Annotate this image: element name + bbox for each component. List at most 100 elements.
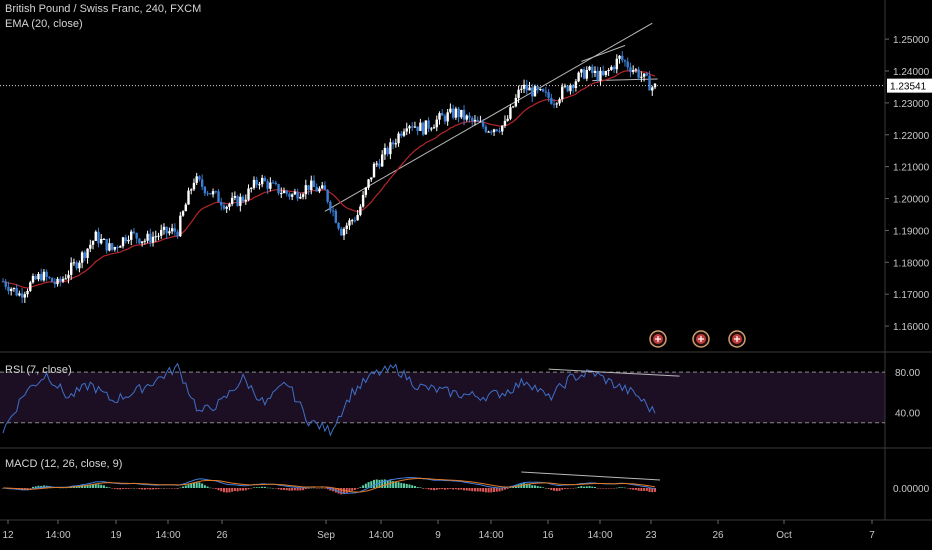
- time-tick-label: 14:00: [45, 530, 70, 541]
- candle-body: [64, 278, 67, 280]
- macd-histogram-bar: [171, 488, 174, 489]
- candle-body: [490, 131, 493, 133]
- candle-body: [307, 185, 310, 191]
- candle-body: [408, 126, 411, 129]
- macd-histogram-bar: [583, 486, 586, 488]
- price-tick-label: 1.20000: [893, 195, 930, 206]
- macd-histogram-bar: [544, 487, 547, 489]
- candle-body: [367, 179, 370, 188]
- candle-body: [105, 238, 108, 251]
- candle-body: [143, 240, 147, 242]
- macd-tick-label: 0.00000: [893, 484, 930, 495]
- macd-histogram-bar: [173, 488, 176, 489]
- macd-histogram-bar: [400, 482, 403, 488]
- candle-body: [34, 276, 37, 280]
- candle-body: [200, 179, 204, 187]
- price-tick-label: 1.23000: [893, 99, 930, 110]
- macd-histogram-bar: [269, 487, 272, 489]
- rsi-legend: RSI (7, close): [5, 364, 72, 376]
- candle-body: [53, 282, 57, 285]
- macd-histogram-bar: [184, 485, 187, 488]
- candle-body: [320, 185, 324, 189]
- macd-histogram-bar: [468, 488, 471, 491]
- macd-histogram-bar: [321, 487, 324, 489]
- macd-histogram-bar: [282, 488, 285, 490]
- candle-body: [209, 193, 212, 195]
- candle-body: [255, 179, 258, 185]
- macd-histogram-bar: [403, 483, 406, 488]
- macd-histogram-bar: [555, 488, 558, 492]
- macd-histogram-bar: [220, 488, 223, 492]
- candle-body: [601, 70, 605, 76]
- macd-histogram-bar: [228, 488, 231, 493]
- macd-histogram-bar: [293, 488, 296, 491]
- candle-body: [203, 186, 207, 194]
- macd-histogram-bar: [637, 488, 640, 491]
- macd-histogram-bar: [201, 483, 204, 488]
- candle-body: [119, 246, 122, 248]
- candle-body: [263, 177, 267, 182]
- candle-body: [441, 113, 444, 116]
- candle-body: [394, 143, 398, 145]
- candle-body: [370, 177, 373, 180]
- candle-body: [31, 276, 35, 283]
- macd-histogram-bar: [506, 488, 509, 489]
- macd-histogram-bar: [157, 488, 160, 490]
- time-tick-label: 14:00: [478, 530, 503, 541]
- macd-layer: 0.00000: [2, 471, 930, 495]
- candle-body: [563, 85, 567, 87]
- macd-histogram-bar: [536, 486, 539, 488]
- macd-histogram-bar: [577, 486, 580, 488]
- macd-histogram-bar: [105, 486, 108, 488]
- macd-histogram-bar: [613, 488, 616, 489]
- macd-histogram-bar: [405, 483, 408, 488]
- macd-histogram-bar: [454, 488, 457, 490]
- price-tick-label: 1.19000: [893, 226, 930, 237]
- macd-histogram-bar: [394, 481, 397, 488]
- macd-histogram-bar: [141, 488, 144, 490]
- candle-body: [651, 87, 654, 91]
- candle-body: [75, 262, 78, 269]
- macd-histogram-bar: [449, 488, 452, 489]
- macd-histogram-bar: [367, 482, 370, 488]
- ema-line: [2, 70, 656, 289]
- candle-body: [151, 236, 155, 243]
- macd-histogram-bar: [255, 487, 258, 488]
- macd-histogram-bar: [146, 488, 149, 490]
- macd-histogram-bar: [29, 488, 32, 489]
- candle-body: [94, 231, 97, 241]
- candle-body: [20, 293, 24, 298]
- macd-histogram-bar: [124, 488, 127, 489]
- macd-histogram-bar: [531, 485, 534, 488]
- candle-body: [359, 206, 362, 215]
- macd-histogram-bar: [92, 484, 95, 488]
- macd-histogram-bar: [632, 488, 635, 490]
- event-markers-layer: [649, 330, 746, 348]
- macd-histogram-bar: [212, 488, 215, 489]
- candle-body: [61, 278, 65, 282]
- macd-histogram-bar: [176, 488, 179, 489]
- macd-histogram-bar: [580, 486, 583, 488]
- candle-body: [67, 274, 70, 279]
- candle-body: [566, 85, 569, 92]
- candle-body: [604, 70, 608, 76]
- candle-body: [612, 66, 616, 70]
- candle-body: [337, 222, 340, 229]
- macd-histogram-bar: [113, 488, 116, 489]
- macd-histogram-bar: [422, 488, 425, 489]
- candle-body: [220, 202, 223, 206]
- time-tick-label: 9: [435, 530, 441, 541]
- candle-body: [323, 185, 327, 190]
- candle-body: [364, 187, 368, 195]
- candle-body: [12, 287, 16, 289]
- candle-body: [37, 273, 40, 280]
- candle-body: [42, 271, 46, 281]
- macd-histogram-bar: [539, 486, 542, 488]
- candle-body: [640, 76, 643, 78]
- candle-body: [329, 201, 332, 211]
- candle-body: [544, 91, 548, 93]
- time-tick-label: 19: [110, 530, 122, 541]
- candle-body: [296, 191, 299, 199]
